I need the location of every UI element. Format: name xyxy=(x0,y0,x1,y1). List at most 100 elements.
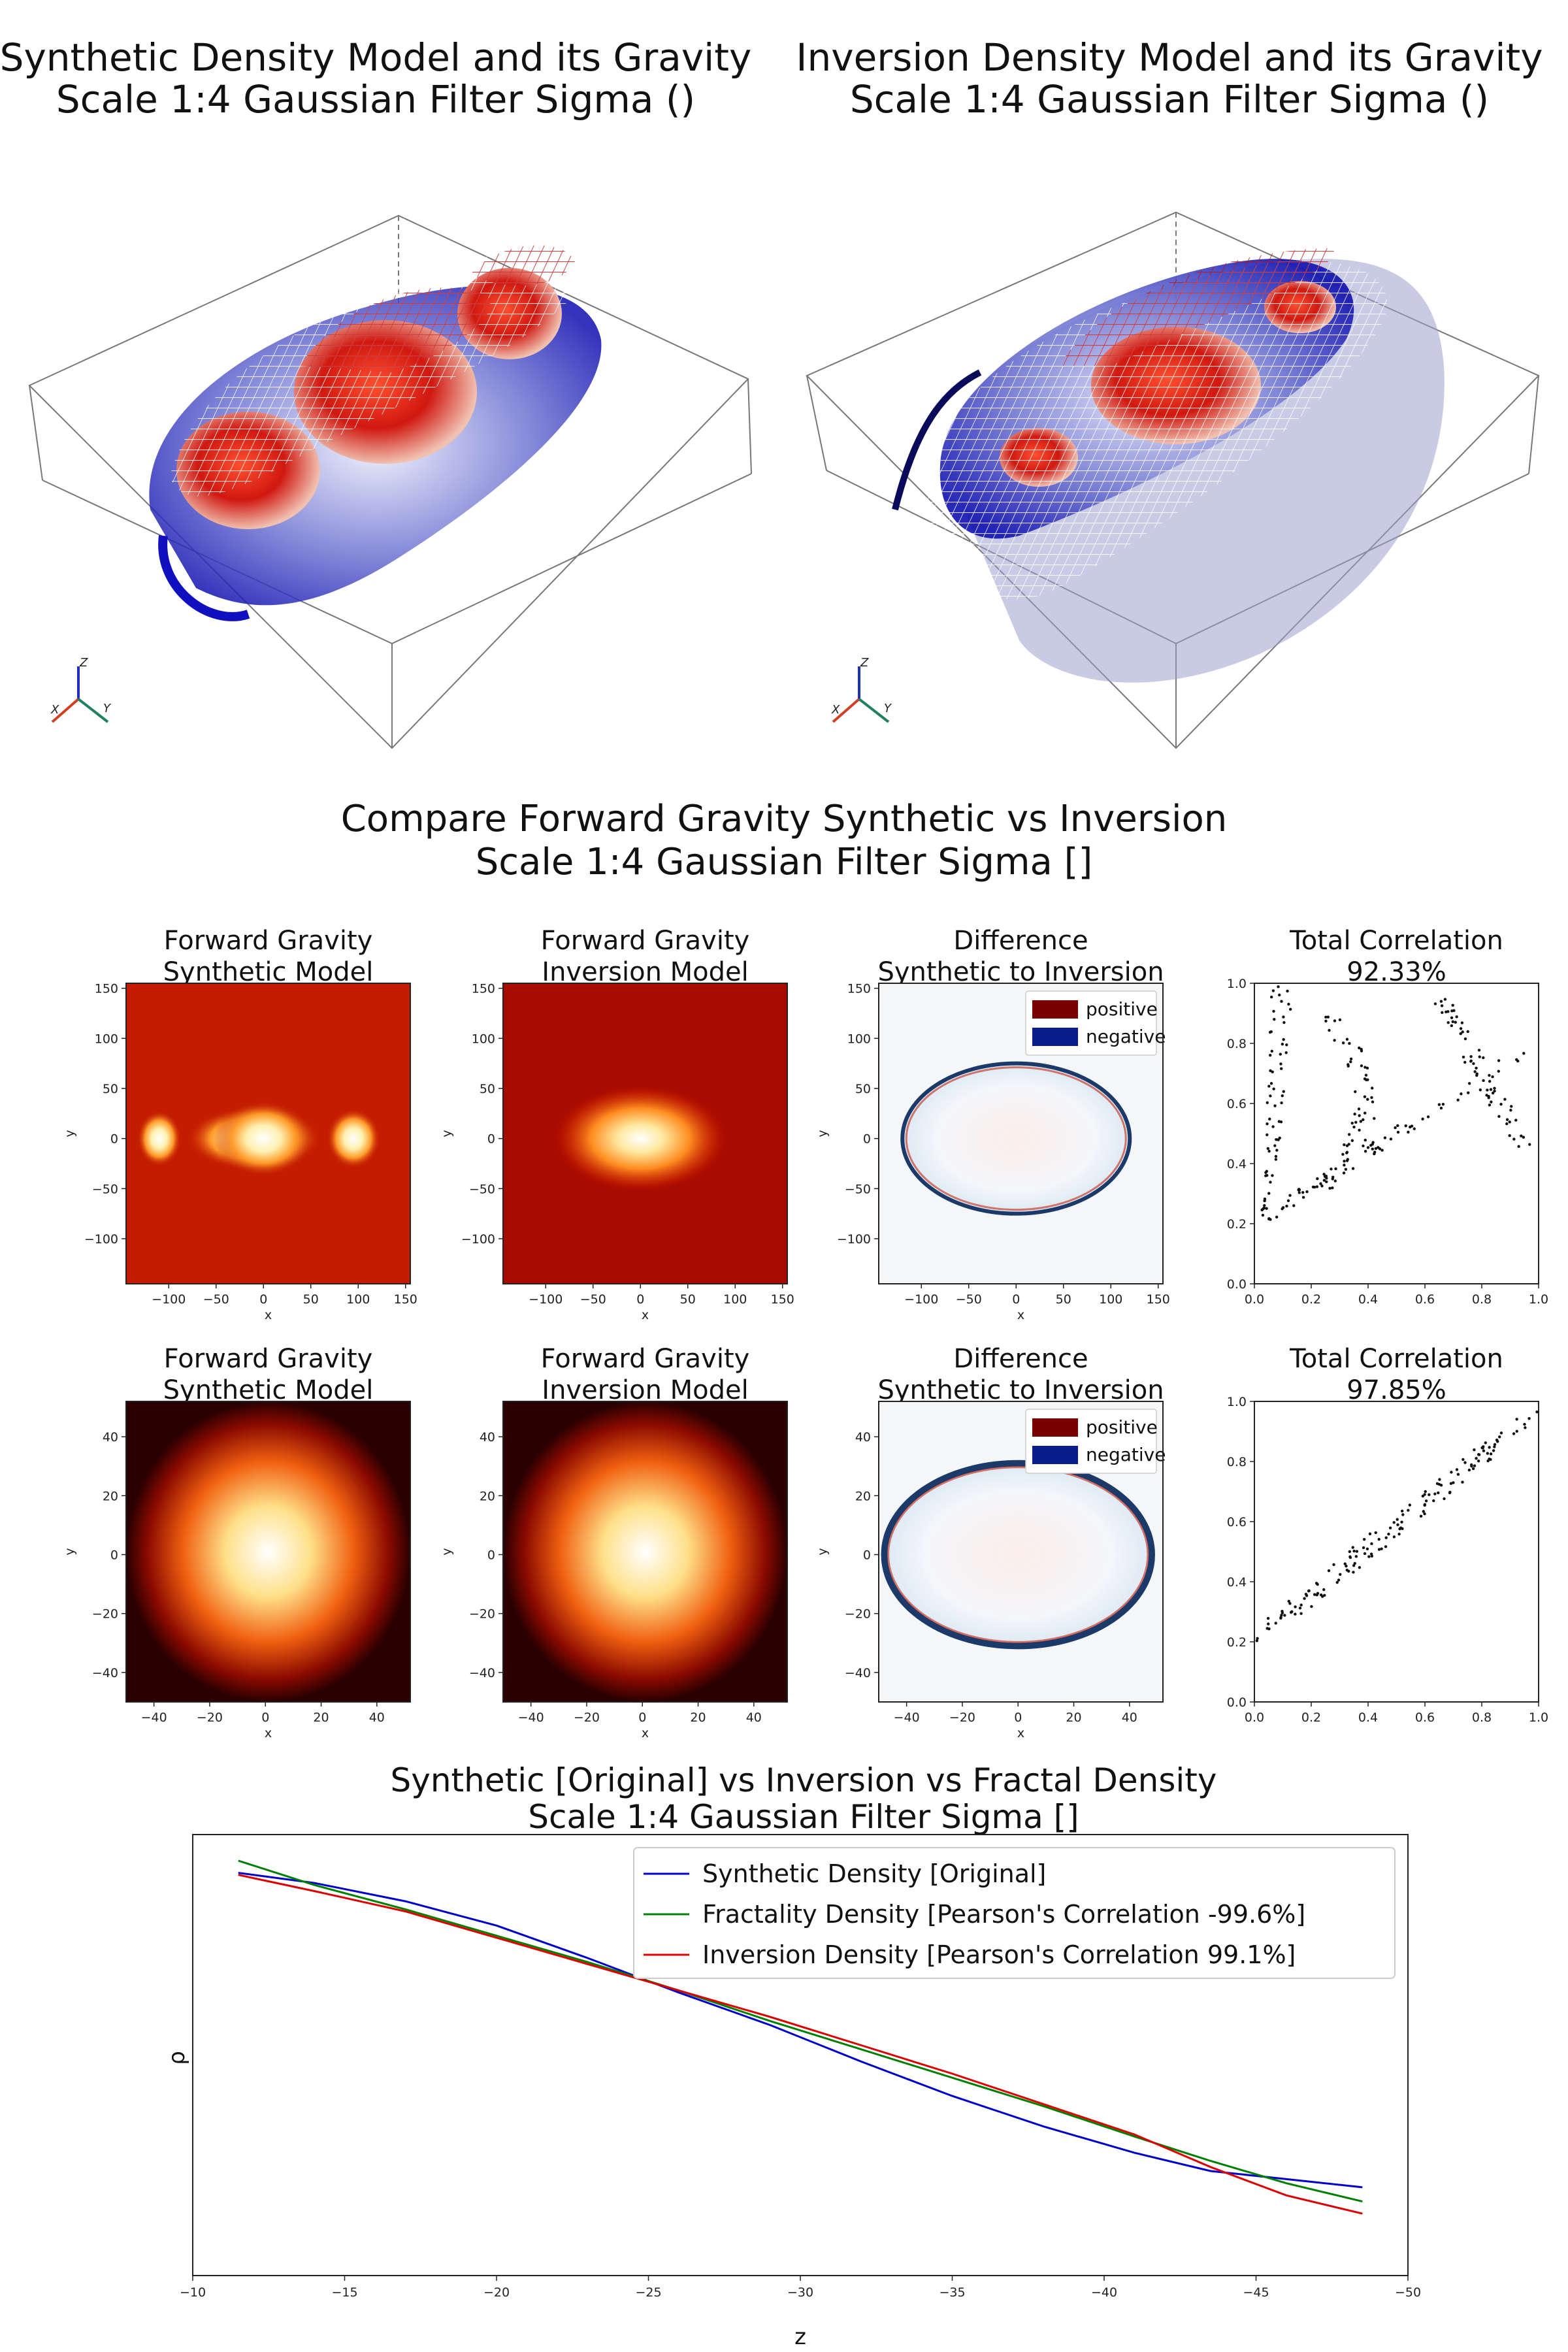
correlation-point xyxy=(1278,1120,1281,1122)
correlation-point xyxy=(1481,1446,1484,1449)
correlation-point xyxy=(1316,1583,1318,1586)
x-tick-label: 20 xyxy=(1066,1710,1081,1725)
y-axis-label: y xyxy=(63,1548,77,1555)
legend-label-3: Inversion Density [Pearson's Correlation… xyxy=(702,1940,1296,1969)
correlation-point xyxy=(1305,1593,1307,1595)
view3d-inversion-title-line2: Scale 1:4 Gaussian Filter Sigma () xyxy=(850,77,1489,122)
correlation-point xyxy=(1269,1181,1271,1183)
correlation-point xyxy=(1469,1055,1472,1058)
correlation-point xyxy=(1333,1019,1336,1022)
correlation-point xyxy=(1275,1155,1277,1158)
correlation-point xyxy=(1508,1134,1511,1137)
y-tick-label: 100 xyxy=(847,1032,871,1046)
y-tick-label: 0.6 xyxy=(1227,1515,1247,1529)
x-tick-label: 150 xyxy=(1147,1292,1170,1307)
correlation-point xyxy=(1345,1168,1347,1171)
y-tick-label: 40 xyxy=(480,1430,495,1445)
y-tick-label: 20 xyxy=(480,1489,495,1503)
correlation-point xyxy=(1366,1548,1369,1550)
y-axis-label: y xyxy=(815,1548,830,1555)
synthetic-anomaly-4 xyxy=(327,1109,381,1169)
correlation-point xyxy=(1461,1480,1463,1483)
correlation-point xyxy=(1505,1122,1508,1125)
correlation-point xyxy=(1358,1129,1360,1132)
correlation-point xyxy=(1379,1147,1381,1150)
correlation-point xyxy=(1515,1418,1518,1420)
view3d-inversion: Inversion Density Model and its Gravity … xyxy=(796,35,1543,748)
correlation-point xyxy=(1320,1593,1322,1596)
y-tick-label: −20 xyxy=(845,1607,871,1622)
x-axis-label: x xyxy=(642,1308,649,1322)
correlation-point xyxy=(1267,1622,1269,1625)
correlation-point xyxy=(1384,1545,1387,1548)
x-tick-label: −50 xyxy=(580,1292,606,1307)
y-tick-label: 0 xyxy=(110,1132,118,1147)
correlation-point xyxy=(1271,1050,1273,1053)
correlation-point xyxy=(1523,1423,1526,1426)
panel-title-line1: Forward Gravity xyxy=(541,1344,750,1374)
x-tick-label: 0 xyxy=(1012,1292,1020,1307)
line-chart-x-tick-label: −50 xyxy=(1395,2285,1421,2300)
correlation-point xyxy=(1282,1038,1284,1041)
y-tick-label: 100 xyxy=(95,1032,118,1046)
correlation-point xyxy=(1484,1441,1487,1444)
x-axis-label: x xyxy=(265,1726,272,1740)
correlation-point xyxy=(1264,1174,1267,1177)
density-line-chart: Synthetic [Original] vs Inversion vs Fra… xyxy=(164,1761,1421,2350)
view3d-synthetic: Synthetic Density Model and its Gravity … xyxy=(0,35,751,748)
correlation-point xyxy=(1370,1543,1373,1545)
correlation-point xyxy=(1346,1038,1348,1041)
line-chart-x-tick-label: −25 xyxy=(635,2285,661,2300)
correlation-point xyxy=(1441,1011,1443,1014)
correlation-point xyxy=(1516,1430,1518,1433)
y-tick-label: 0.4 xyxy=(1227,1575,1247,1590)
y-tick-label: 0.8 xyxy=(1227,1037,1247,1051)
correlation-point xyxy=(1334,1168,1337,1170)
correlation-point xyxy=(1280,1067,1282,1070)
y-tick-label: −40 xyxy=(92,1666,118,1680)
correlation-point xyxy=(1493,1090,1495,1092)
correlation-point xyxy=(1299,1612,1302,1614)
correlation-point xyxy=(1424,1490,1427,1493)
correlation-point xyxy=(1267,1147,1269,1150)
correlation-point xyxy=(1489,1458,1492,1461)
correlation-point xyxy=(1475,1074,1478,1077)
correlation-point xyxy=(1473,1448,1475,1451)
correlation-point xyxy=(1353,1113,1356,1115)
correlation-point xyxy=(1272,1088,1275,1090)
correlation-point xyxy=(1432,1499,1435,1502)
y-tick-label: 0 xyxy=(487,1548,495,1563)
correlation-point xyxy=(1352,1546,1354,1548)
correlation-point xyxy=(1494,1443,1496,1446)
correlation-point xyxy=(1442,1103,1445,1105)
x-tick-label: −40 xyxy=(518,1710,544,1725)
y-tick-label: 150 xyxy=(472,982,495,996)
correlation-point xyxy=(1377,1538,1380,1541)
correlation-point xyxy=(1336,1581,1339,1584)
correlation-point xyxy=(1463,1461,1466,1463)
correlation-point xyxy=(1497,1070,1500,1072)
correlation-point xyxy=(1265,1207,1267,1209)
legend-positive-swatch xyxy=(1032,1418,1078,1437)
x-tick-label: −100 xyxy=(152,1292,186,1307)
correlation-point xyxy=(1371,1086,1373,1089)
panel-title-line1: Forward Gravity xyxy=(541,926,750,956)
y-tick-label: 1.0 xyxy=(1227,977,1247,991)
panel-title-line1: Forward Gravity xyxy=(164,1344,373,1374)
correlation-point xyxy=(1456,1468,1458,1471)
correlation-frame xyxy=(1254,983,1539,1284)
correlation-point xyxy=(1434,1002,1437,1005)
view3d-synthetic-title-line2: Scale 1:4 Gaussian Filter Sigma () xyxy=(56,77,695,122)
correlation-point xyxy=(1472,1062,1475,1065)
correlation-point xyxy=(1267,1617,1269,1620)
correlation-point xyxy=(1460,1032,1462,1035)
x-tick-label: 0 xyxy=(259,1292,267,1307)
correlation-point xyxy=(1467,1030,1469,1033)
correlation-point xyxy=(1266,1134,1268,1136)
line-chart-ylabel: ρ xyxy=(164,2051,190,2065)
correlation-point xyxy=(1289,1008,1292,1011)
correlation-point xyxy=(1462,1458,1464,1461)
correlation-point xyxy=(1443,1497,1445,1500)
x-tick-label: −40 xyxy=(141,1710,167,1725)
correlation-point xyxy=(1275,1622,1277,1624)
